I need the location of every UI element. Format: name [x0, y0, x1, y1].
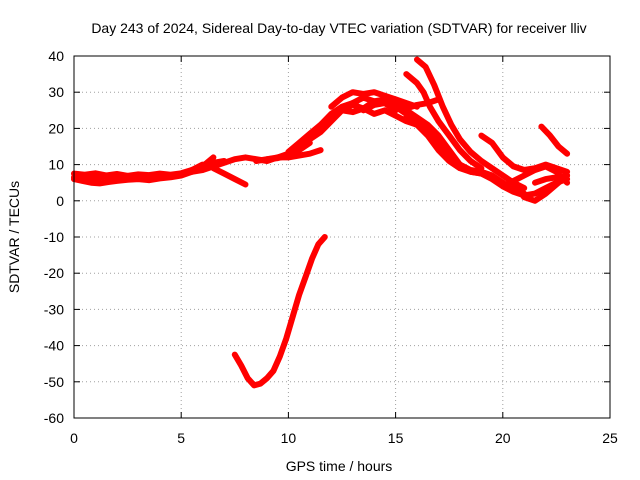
x-tick-label: 0	[70, 430, 78, 446]
series-line-trace-19	[510, 172, 571, 204]
y-tick-label: -10	[44, 229, 64, 245]
x-tick-label: 25	[602, 430, 618, 446]
grid-layer	[74, 56, 610, 418]
series-line-trace-16	[403, 71, 485, 172]
series-line-trace-3	[71, 154, 217, 187]
series-line-trace-11	[328, 89, 420, 110]
y-tick-label: -60	[44, 410, 64, 426]
y-tick-label: -40	[44, 338, 64, 354]
y-tick-label: 20	[48, 120, 64, 136]
y-tick-label: 30	[48, 84, 64, 100]
chart-title: Day 243 of 2024, Sidereal Day-to-day VTE…	[91, 20, 586, 36]
series-line-trace-12	[339, 105, 420, 128]
x-tick-label: 20	[495, 430, 511, 446]
x-tick-label: 5	[177, 430, 185, 446]
series-line-trace-20	[499, 163, 571, 190]
x-tick-label: 15	[388, 430, 404, 446]
series-line-trace-17	[414, 56, 528, 192]
series-line-trace-5	[210, 165, 249, 188]
series-line-trace-15	[403, 114, 571, 199]
x-tick-label: 10	[281, 430, 297, 446]
series-line-trace-10	[328, 96, 442, 119]
series-line-trace-22	[538, 123, 571, 157]
y-tick-label: -50	[44, 374, 64, 390]
series-line-trace-21	[532, 172, 571, 186]
y-axis-label: SDTVAR / TECUs	[6, 181, 22, 293]
series-layer	[71, 56, 571, 389]
tick-layer: -60 -50 -40 -30 -20 -10 0 10 20 30 40 0 5 10 15 20 25	[44, 48, 618, 446]
y-tick-label: -30	[44, 301, 64, 317]
y-tick-label: -20	[44, 265, 64, 281]
y-tick-label: 0	[56, 193, 64, 209]
y-tick-label: 40	[48, 48, 64, 64]
series-line-trace-23	[231, 234, 328, 389]
y-tick-label: 10	[48, 157, 64, 173]
x-axis-label: GPS time / hours	[286, 458, 393, 474]
